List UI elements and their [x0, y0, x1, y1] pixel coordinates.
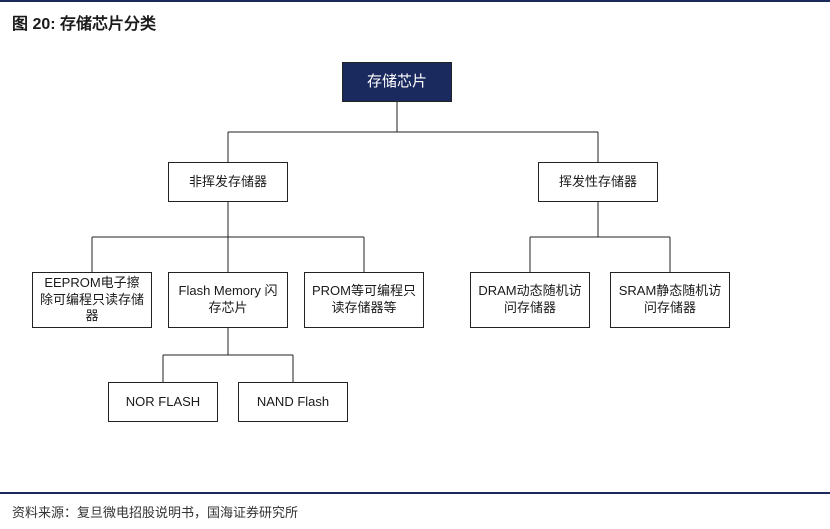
- node-prom: PROM等可编程只读存储器等: [304, 272, 424, 328]
- node-eeprom: EEPROM电子擦除可编程只读存储器: [32, 272, 152, 328]
- node-vol: 挥发性存储器: [538, 162, 658, 202]
- node-flash: Flash Memory 闪存芯片: [168, 272, 288, 328]
- node-root: 存储芯片: [342, 62, 452, 102]
- node-dram: DRAM动态随机访问存储器: [470, 272, 590, 328]
- diagram-area: 存储芯片非挥发存储器 挥发性存储器 EEPROM电子擦除可编程只读存储器 Flash …: [0, 42, 830, 472]
- figure-title: 图 20: 存储芯片分类: [0, 0, 830, 42]
- figure-source: 资料来源：复旦微电招股说明书，国海证券研究所: [0, 492, 830, 529]
- node-nand: NAND Flash: [238, 382, 348, 422]
- node-nor: NOR FLASH: [108, 382, 218, 422]
- node-nonvol: 非挥发存储器: [168, 162, 288, 202]
- node-sram: SRAM静态随机访问存储器: [610, 272, 730, 328]
